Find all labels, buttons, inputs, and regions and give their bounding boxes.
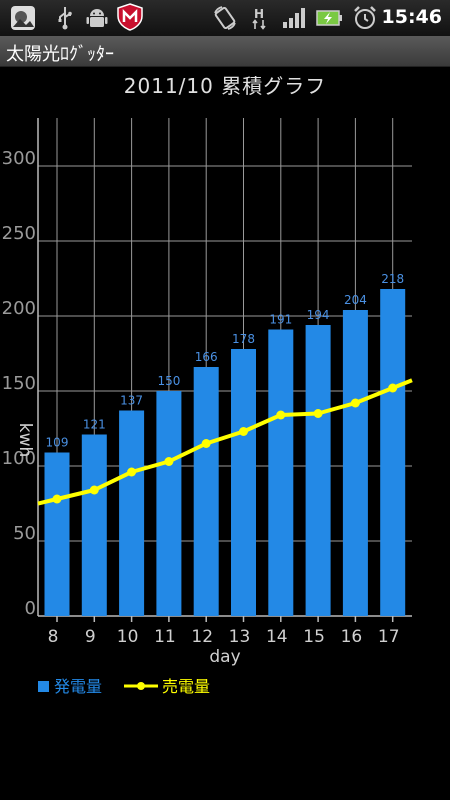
bar-value-label: 191 bbox=[269, 313, 292, 327]
network-type-label: H bbox=[254, 7, 264, 21]
line-point bbox=[276, 410, 286, 420]
bar-value-label: 137 bbox=[120, 394, 143, 408]
bar-value-label: 218 bbox=[381, 272, 404, 286]
android-debug-icon[interactable] bbox=[84, 5, 110, 31]
cell-signal-icon[interactable] bbox=[280, 5, 306, 31]
line-point bbox=[52, 494, 62, 504]
photo-notification-icon[interactable] bbox=[10, 5, 36, 31]
line-path bbox=[37, 378, 413, 506]
bar bbox=[81, 434, 107, 616]
bar bbox=[305, 325, 331, 616]
battery-charging-icon[interactable] bbox=[316, 5, 344, 31]
bar-value-label: 109 bbox=[46, 436, 69, 450]
bar bbox=[268, 329, 294, 616]
x-tick-label: 9 bbox=[85, 627, 96, 647]
line-point bbox=[388, 383, 398, 393]
line-point bbox=[350, 398, 360, 408]
mcafee-icon[interactable] bbox=[116, 3, 144, 31]
line-point bbox=[239, 427, 248, 436]
x-tick-label: 14 bbox=[266, 627, 288, 647]
bar-value-label: 178 bbox=[232, 332, 255, 346]
legend-line-label: 売電量 bbox=[162, 677, 210, 696]
chart-legend: 発電量 売電量 bbox=[38, 677, 210, 696]
bar-series bbox=[44, 289, 406, 616]
status-clock: 15:46 bbox=[381, 6, 442, 28]
y-tick-label: 0 bbox=[25, 598, 36, 619]
usb-icon[interactable] bbox=[52, 5, 78, 31]
x-tick-label: 17 bbox=[378, 627, 400, 647]
y-tick-label: 150 bbox=[2, 373, 36, 394]
bar bbox=[119, 410, 145, 616]
status-bar: H 15:46 bbox=[0, 0, 450, 36]
y-tick-label: 300 bbox=[2, 148, 36, 169]
x-tick-label: 15 bbox=[303, 627, 325, 647]
app-title-bar: 太陽光ﾛｸﾞｯﾀｰ bbox=[0, 36, 450, 67]
legend-bar-label: 発電量 bbox=[54, 677, 102, 696]
y-tick-label: 50 bbox=[13, 523, 36, 544]
bar-value-label: 150 bbox=[157, 374, 180, 388]
bar bbox=[44, 452, 70, 616]
y-tick-label: 100 bbox=[2, 448, 36, 469]
line-point bbox=[201, 439, 211, 448]
bar-value-label: 121 bbox=[83, 418, 106, 432]
bar bbox=[231, 349, 256, 616]
legend-bar-swatch bbox=[38, 681, 49, 692]
bar-value-label: 204 bbox=[344, 293, 367, 307]
x-tick-label: 10 bbox=[117, 627, 139, 647]
bar-value-label: 166 bbox=[195, 350, 218, 364]
bar bbox=[380, 289, 406, 616]
bar bbox=[193, 367, 219, 616]
alarm-clock-icon[interactable] bbox=[352, 5, 378, 31]
line-point bbox=[164, 457, 174, 466]
x-tick-label: 16 bbox=[341, 627, 363, 647]
x-tick-label: 13 bbox=[229, 627, 251, 647]
x-axis-title: day bbox=[209, 647, 240, 667]
app-title: 太陽光ﾛｸﾞｯﾀｰ bbox=[6, 44, 114, 65]
screen-rotate-icon[interactable] bbox=[212, 5, 238, 31]
y-tick-label: 250 bbox=[2, 223, 36, 244]
legend-line-marker bbox=[137, 682, 145, 690]
y-tick-label: 200 bbox=[2, 298, 36, 319]
hspa-signal-icon[interactable]: H bbox=[246, 5, 272, 31]
y-axis-title: kwh bbox=[15, 423, 35, 458]
x-tick-label: 8 bbox=[48, 627, 59, 647]
line-point bbox=[127, 467, 137, 477]
x-tick-label: 11 bbox=[154, 627, 176, 647]
bar bbox=[156, 391, 182, 616]
bar bbox=[342, 310, 368, 616]
chart-title: 2011/10 累積グラフ bbox=[123, 74, 327, 98]
line-series bbox=[37, 378, 413, 506]
bar-value-label: 194 bbox=[307, 308, 330, 322]
line-point bbox=[89, 485, 99, 495]
line-point bbox=[313, 409, 323, 418]
x-tick-label: 12 bbox=[191, 627, 213, 647]
